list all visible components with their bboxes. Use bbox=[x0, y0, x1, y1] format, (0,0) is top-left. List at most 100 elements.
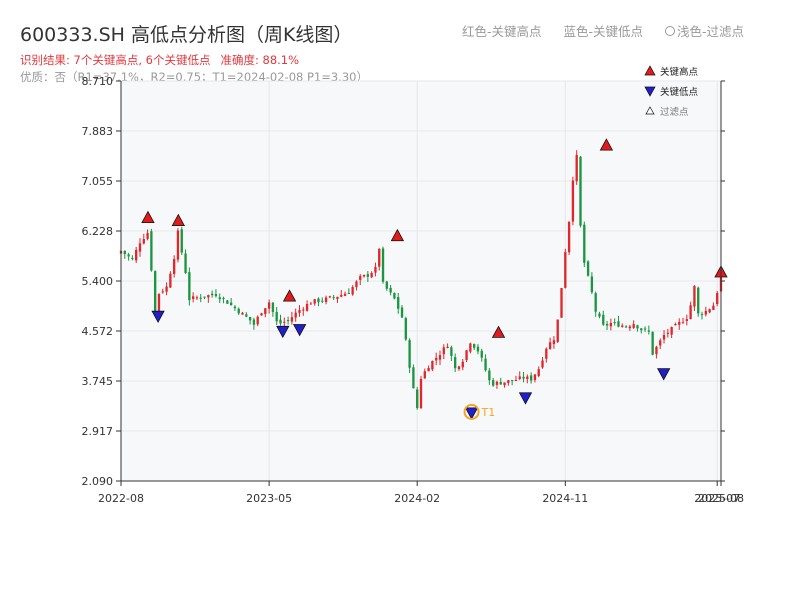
candle bbox=[704, 306, 707, 317]
legend-filtered: 过滤点 bbox=[660, 106, 689, 118]
candle bbox=[427, 365, 430, 372]
candle bbox=[602, 310, 605, 326]
candle bbox=[640, 327, 643, 334]
candle-body bbox=[332, 297, 335, 299]
candle bbox=[461, 358, 464, 371]
t1-ring bbox=[463, 403, 480, 420]
candle-body bbox=[564, 252, 567, 288]
candle bbox=[229, 297, 233, 306]
candle bbox=[583, 221, 586, 268]
candle bbox=[480, 348, 483, 362]
candle-body bbox=[659, 340, 662, 346]
candle-body bbox=[476, 346, 480, 352]
candle-body bbox=[681, 322, 685, 324]
candle-body bbox=[135, 249, 138, 261]
candle-body bbox=[499, 381, 502, 385]
candle-body bbox=[355, 281, 358, 288]
result-text: 识别结果: 7个关键高点, 6个关键低点 bbox=[20, 53, 211, 67]
candle bbox=[191, 292, 195, 303]
key-high-marker bbox=[491, 325, 506, 338]
candle-body bbox=[302, 309, 305, 311]
candle-body bbox=[359, 276, 362, 280]
candle bbox=[636, 324, 639, 332]
candle-body bbox=[252, 319, 256, 325]
chart-title: 600333.SH 高低点分析图（周K线图） bbox=[20, 24, 353, 46]
candle-body bbox=[655, 346, 658, 355]
candle bbox=[495, 380, 499, 389]
high-marker-legend-icon bbox=[644, 65, 656, 76]
candle-body bbox=[397, 297, 400, 309]
candle bbox=[298, 305, 301, 317]
candle bbox=[571, 176, 575, 226]
candle-body bbox=[237, 308, 240, 314]
candle bbox=[135, 246, 138, 263]
candle bbox=[621, 323, 624, 328]
candle bbox=[575, 150, 578, 185]
candle bbox=[435, 352, 438, 366]
candle bbox=[165, 282, 168, 296]
candle bbox=[442, 344, 445, 360]
candle-body bbox=[188, 272, 191, 301]
x-tick-label: 2024-11 bbox=[542, 492, 588, 505]
candle-body bbox=[195, 297, 199, 299]
candle-body bbox=[416, 389, 419, 409]
candle bbox=[286, 316, 290, 325]
candle-body bbox=[522, 376, 525, 379]
markers: T1 bbox=[141, 138, 728, 420]
candle-body bbox=[351, 287, 354, 295]
candle bbox=[632, 320, 635, 329]
candle bbox=[389, 285, 392, 296]
candle bbox=[579, 156, 582, 228]
candle bbox=[689, 301, 692, 320]
candle-body bbox=[267, 302, 271, 309]
candle-body bbox=[317, 298, 320, 303]
candle bbox=[613, 318, 616, 326]
candle bbox=[199, 294, 202, 303]
candle-body bbox=[336, 296, 339, 299]
candle-body bbox=[366, 274, 370, 277]
candle bbox=[245, 312, 248, 318]
candle-body bbox=[693, 285, 696, 307]
candle bbox=[526, 374, 529, 384]
candle bbox=[138, 238, 142, 257]
candle bbox=[374, 262, 377, 277]
candle-body bbox=[712, 305, 715, 311]
candle-body bbox=[643, 328, 647, 330]
candle bbox=[321, 297, 324, 303]
candle-body bbox=[127, 254, 130, 257]
candle bbox=[446, 343, 449, 349]
candle-body bbox=[138, 243, 142, 252]
candle-body bbox=[408, 340, 411, 368]
candle-body bbox=[381, 248, 385, 282]
legend-high: 关键高点 bbox=[660, 66, 699, 78]
candle-body bbox=[567, 221, 571, 253]
candle-body bbox=[537, 369, 540, 376]
candle bbox=[560, 287, 563, 318]
candle-body bbox=[590, 276, 594, 293]
candle-body bbox=[583, 224, 586, 263]
candle bbox=[207, 294, 210, 303]
candle-body bbox=[340, 294, 343, 297]
candle bbox=[716, 290, 719, 307]
candle bbox=[685, 314, 688, 326]
candle-body bbox=[628, 326, 632, 329]
key-low-marker bbox=[276, 325, 290, 339]
candle bbox=[176, 228, 180, 263]
top-legend-light: 浅色-过滤点 bbox=[665, 24, 744, 39]
candle bbox=[438, 350, 442, 366]
candle bbox=[248, 316, 252, 325]
y-tick-label: 2.090 bbox=[82, 475, 114, 488]
candle bbox=[400, 305, 404, 318]
candle bbox=[450, 345, 453, 362]
candle-body bbox=[419, 378, 423, 408]
candle-body bbox=[575, 154, 578, 182]
candle-body bbox=[218, 297, 221, 300]
candle-body bbox=[533, 374, 537, 381]
candle-body bbox=[374, 266, 377, 273]
candle bbox=[564, 248, 567, 289]
candle bbox=[302, 307, 305, 316]
candle bbox=[362, 274, 366, 278]
candle bbox=[491, 377, 495, 387]
candle-body bbox=[594, 293, 597, 312]
candle-body bbox=[210, 293, 214, 296]
